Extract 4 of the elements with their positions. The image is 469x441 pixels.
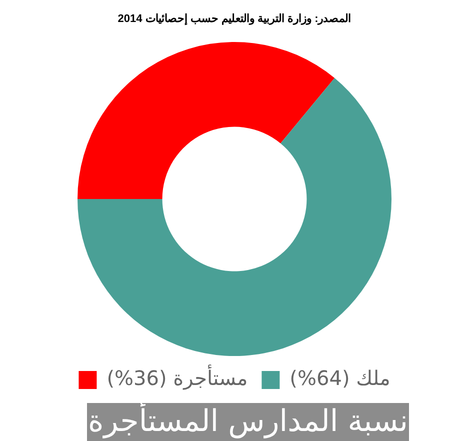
- legend-label: ملك (64%): [290, 366, 390, 390]
- legend-label: مستأجرة (36%): [106, 364, 248, 390]
- text: المصدر: وزارة التربية والتعليم حسب إحصائيات 2014: [116, 12, 352, 25]
- text: نسبة المدارس المستأجرة: [87, 403, 409, 441]
